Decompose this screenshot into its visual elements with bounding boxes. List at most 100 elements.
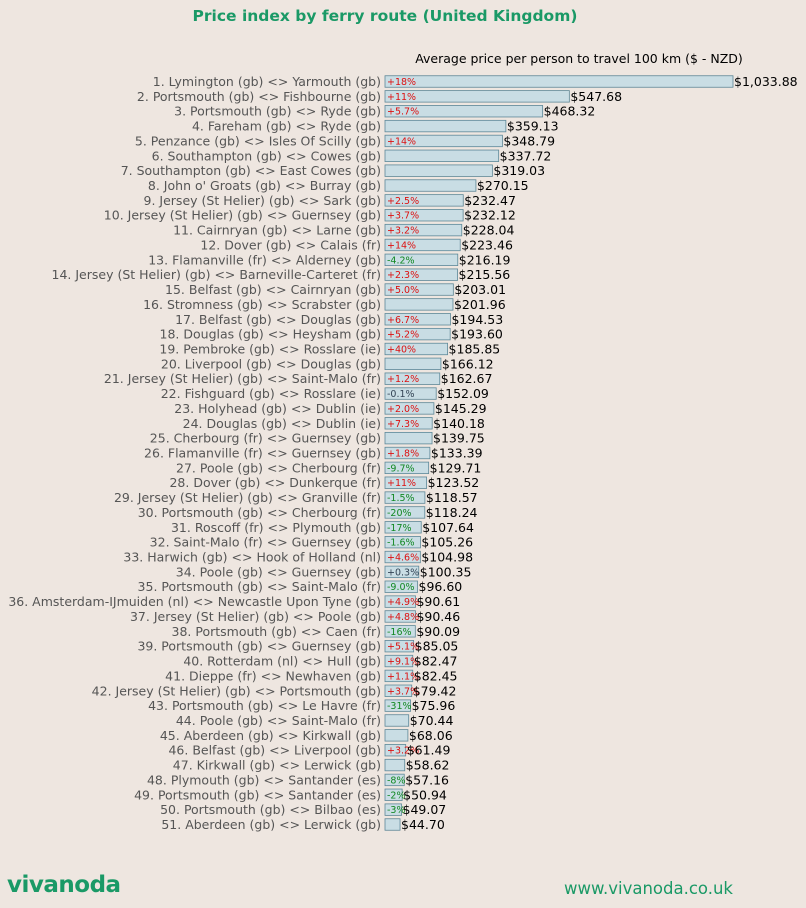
category-label: 40. Rotterdam (nl) <> Hull (gb) [183, 654, 381, 669]
category-label: 48. Plymouth (gb) <> Santander (es) [147, 772, 381, 787]
change-label: +18% [387, 77, 416, 88]
bar [384, 446, 431, 460]
bar [384, 580, 418, 593]
bar [384, 536, 421, 549]
value-label: $201.96 [454, 297, 506, 312]
value-label: $85.05 [415, 639, 459, 654]
value-label: $75.96 [412, 698, 456, 713]
change-label: +1.8% [387, 449, 419, 460]
category-label: 8. John o' Groats (gb) <> Burray (gb) [148, 178, 381, 193]
value-label: $185.85 [449, 341, 501, 356]
value-label: $90.61 [416, 594, 460, 609]
category-label: 41. Dieppe (fr) <> Newhaven (gb) [165, 668, 381, 683]
bar [384, 640, 415, 653]
value-label: $58.62 [406, 758, 450, 773]
category-label: 22. Fishguard (gb) <> Rosslare (ie) [161, 386, 381, 401]
value-label: $547.68 [570, 89, 622, 104]
bar [384, 179, 477, 192]
value-label: $70.44 [410, 713, 454, 728]
value-label: $145.29 [435, 401, 487, 416]
value-label: $57.16 [405, 772, 449, 787]
value-label: $68.06 [409, 728, 453, 743]
bar [384, 119, 507, 133]
bar [384, 476, 427, 489]
bar [384, 342, 448, 356]
category-label: 21. Jersey (St Helier) (gb) <> Saint-Mal… [104, 371, 381, 386]
value-label: $359.13 [507, 119, 559, 134]
category-label: 1. Lymington (gb) <> Yarmouth (gb) [153, 74, 381, 89]
change-label: +3.2% [387, 226, 419, 237]
bar [384, 75, 734, 88]
change-label: -2% [387, 790, 406, 801]
change-label: -16% [387, 627, 412, 638]
bar [384, 238, 461, 252]
bar [384, 521, 422, 534]
category-label: 3. Portsmouth (gb) <> Ryde (gb) [174, 104, 381, 119]
category-label: 18. Douglas (gb) <> Heysham (gb) [160, 327, 381, 342]
bar [384, 744, 407, 757]
bar [384, 268, 458, 281]
category-label: 28. Dover (gb) <> Dunkerque (fr) [169, 475, 381, 490]
change-label: +5.0% [387, 285, 419, 296]
change-label: +5.1% [387, 642, 419, 653]
value-label: $118.24 [426, 505, 478, 520]
category-label: 17. Belfast (gb) <> Douglas (gb) [175, 312, 381, 327]
value-label: $232.47 [464, 193, 516, 208]
site-url-link[interactable]: www.vivanoda.co.uk [564, 879, 733, 898]
category-label: 16. Stromness (gb) <> Scrabster (gb) [143, 297, 381, 312]
change-label: -20% [387, 508, 412, 519]
bar [384, 253, 459, 266]
bar [384, 669, 414, 683]
change-label: +4.9% [387, 597, 419, 608]
category-label: 14. Jersey (St Helier) (gb) <> Barnevill… [52, 267, 382, 282]
bar [384, 149, 500, 162]
bar [384, 773, 405, 787]
bar [384, 625, 416, 638]
value-label: $468.32 [544, 104, 596, 119]
change-label: +14% [387, 240, 416, 251]
value-label: $104.98 [421, 550, 473, 565]
change-label: -4.2% [387, 255, 415, 266]
value-label: $100.35 [420, 564, 472, 579]
bar [384, 223, 463, 237]
bar [384, 431, 433, 445]
bar [384, 134, 503, 148]
bar [384, 90, 570, 103]
bar [384, 164, 493, 177]
category-label: 30. Portsmouth (gb) <> Cherbourg (fr) [138, 505, 381, 520]
x-axis-title: Average price per person to travel 100 k… [415, 51, 743, 66]
value-label: $105.26 [421, 535, 473, 550]
category-label: 33. Harwich (gb) <> Hook of Holland (nl) [123, 550, 381, 565]
change-label: -0.1% [387, 389, 415, 400]
bar [384, 417, 433, 430]
value-label: $162.67 [441, 371, 493, 386]
category-label: 39. Portsmouth (gb) <> Guernsey (gb) [137, 639, 381, 654]
category-label: 26. Flamanville (fr) <> Guernsey (gb) [144, 446, 381, 461]
category-label: 31. Roscoff (fr) <> Plymouth (gb) [171, 520, 381, 535]
value-label: $348.79 [503, 133, 555, 148]
change-label: +1.2% [387, 374, 419, 385]
vivanoda-logo[interactable]: vivanoda [7, 872, 121, 898]
value-label: $319.03 [493, 163, 545, 178]
change-label: +9.1% [387, 657, 419, 668]
value-label: $129.71 [430, 460, 482, 475]
value-label: $337.72 [500, 148, 552, 163]
change-label: +5.2% [387, 330, 419, 341]
bar [384, 387, 437, 400]
bar [384, 818, 401, 831]
change-label: +11% [387, 478, 416, 489]
change-label: +5.7% [387, 107, 419, 118]
change-label: +2.5% [387, 196, 419, 207]
value-label: $79.42 [413, 683, 457, 698]
category-label: 36. Amsterdam-IJmuiden (nl) <> Newcastle… [8, 594, 381, 609]
value-label: $50.94 [403, 787, 447, 802]
bar [384, 327, 451, 341]
value-label: $193.60 [451, 327, 503, 342]
change-label: +0.3% [387, 567, 419, 578]
value-label: $90.09 [416, 624, 460, 639]
bar [384, 357, 442, 370]
value-label: $203.01 [454, 282, 506, 297]
change-label: +2.0% [387, 404, 419, 415]
category-label: 37. Jersey (St Helier) (gb) <> Poole (gb… [130, 609, 381, 624]
bar [384, 788, 403, 801]
